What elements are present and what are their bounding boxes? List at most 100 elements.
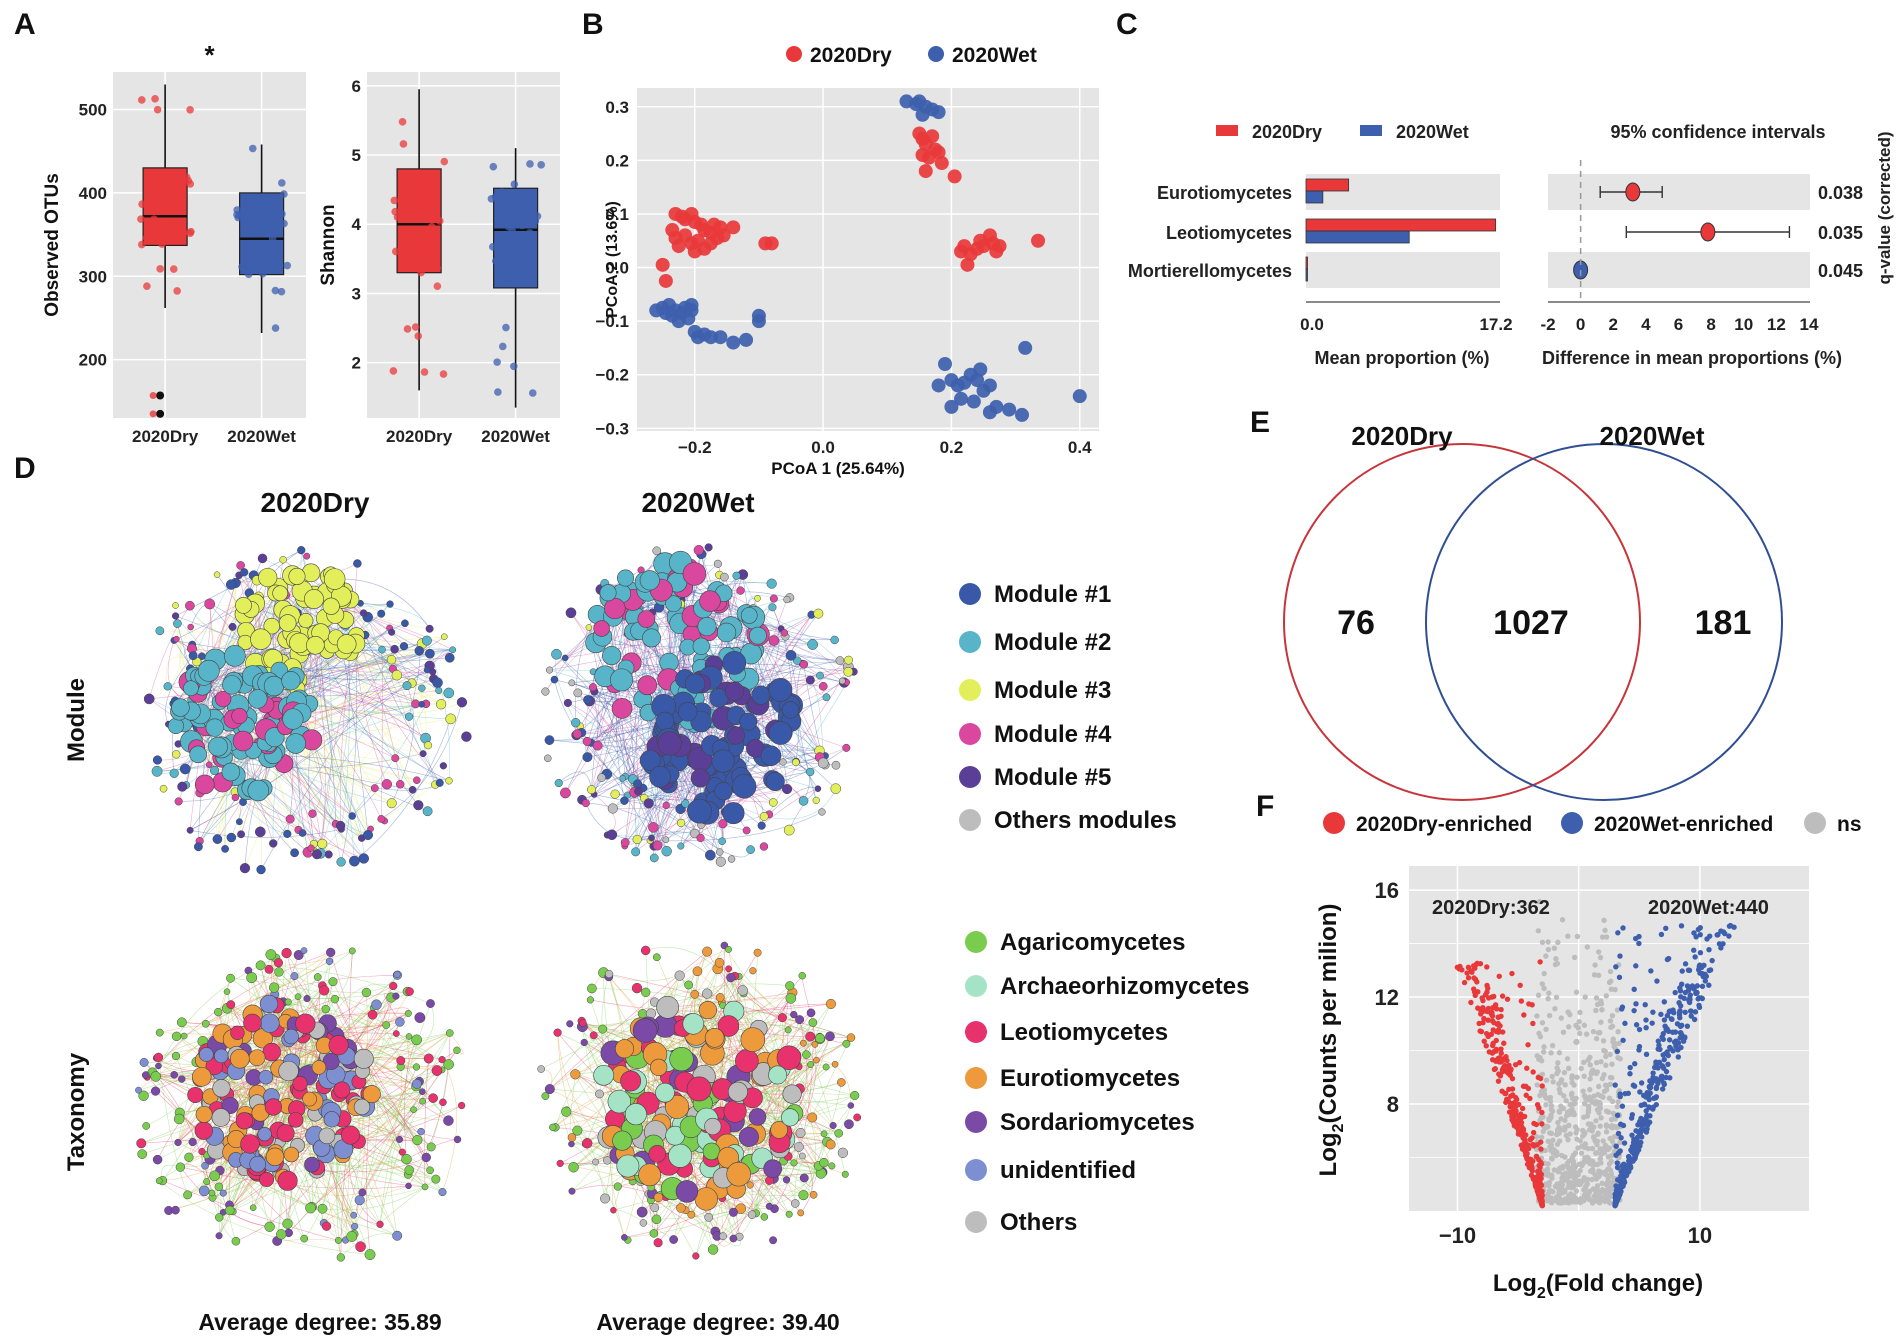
volcano-point bbox=[1585, 1145, 1591, 1152]
network-edge bbox=[165, 656, 197, 687]
volcano-point bbox=[1543, 1026, 1549, 1032]
sample-point bbox=[498, 342, 507, 351]
legend-label: Archaeorhizomycetes bbox=[1000, 973, 1249, 1000]
network-edge bbox=[577, 692, 667, 852]
network-node bbox=[551, 648, 562, 660]
sample-point bbox=[417, 268, 425, 277]
network-edge bbox=[260, 965, 313, 1208]
network-node bbox=[687, 798, 712, 824]
sample-point bbox=[247, 246, 255, 254]
network-node bbox=[765, 1202, 773, 1210]
sample-point bbox=[268, 234, 277, 243]
ci-point bbox=[1625, 182, 1641, 202]
network-node bbox=[155, 1177, 163, 1185]
category-label: Mortierellomycetes bbox=[1128, 261, 1292, 281]
network-node bbox=[729, 1234, 738, 1243]
network-edge bbox=[188, 1035, 303, 1158]
data-point bbox=[658, 273, 673, 288]
volcano-point bbox=[1567, 1181, 1574, 1188]
network-node bbox=[453, 1135, 462, 1144]
network-node bbox=[769, 1236, 778, 1245]
network-edge bbox=[631, 662, 824, 687]
network-node bbox=[439, 1098, 447, 1107]
network-node bbox=[354, 1195, 365, 1206]
network-node bbox=[221, 1096, 239, 1115]
network-node bbox=[719, 1232, 727, 1241]
network-node bbox=[298, 829, 307, 837]
network-node bbox=[386, 600, 394, 608]
data-point bbox=[655, 257, 670, 272]
network-node bbox=[258, 567, 278, 588]
volcano-point bbox=[1559, 917, 1566, 923]
network-node bbox=[177, 781, 188, 792]
volcano-point bbox=[1575, 1181, 1581, 1188]
volcano-point bbox=[1548, 1106, 1554, 1113]
network-node bbox=[847, 1102, 855, 1109]
data-point bbox=[1015, 407, 1029, 422]
network-node bbox=[807, 1061, 814, 1068]
network-node bbox=[720, 572, 729, 582]
network-node bbox=[544, 735, 555, 745]
network-node bbox=[201, 1161, 209, 1170]
venn-count-only-wet: 181 bbox=[1695, 604, 1752, 642]
network-node bbox=[765, 772, 785, 792]
network-edge bbox=[282, 609, 427, 705]
volcano-point bbox=[1468, 999, 1474, 1006]
volcano-point bbox=[1522, 1137, 1528, 1143]
x-tick-label: 12 bbox=[1767, 315, 1786, 334]
network-node bbox=[313, 973, 322, 981]
data-point bbox=[726, 220, 741, 235]
network-edge bbox=[320, 632, 369, 836]
volcano-point bbox=[1558, 1015, 1565, 1021]
network-node bbox=[781, 1108, 800, 1127]
network-node bbox=[779, 758, 787, 766]
legend-label: 2020Wet bbox=[952, 44, 1037, 67]
q-value: 0.035 bbox=[1818, 223, 1863, 243]
volcano-point bbox=[1612, 1082, 1618, 1088]
network-node bbox=[292, 1076, 308, 1092]
network-node bbox=[413, 800, 424, 811]
sample-point bbox=[277, 287, 286, 296]
network-node bbox=[639, 1219, 648, 1227]
sample-point bbox=[173, 287, 181, 295]
network-node bbox=[401, 1153, 412, 1165]
volcano-point bbox=[1484, 964, 1490, 970]
network-edge bbox=[355, 1107, 398, 1236]
volcano-point bbox=[1593, 1118, 1599, 1124]
network-node bbox=[790, 1159, 798, 1167]
venn-set-label: 2020Wet bbox=[1599, 421, 1704, 451]
panel-letter-b: B bbox=[582, 8, 604, 41]
network-node bbox=[707, 1244, 719, 1255]
y-tick-label: 200 bbox=[79, 351, 107, 370]
sample-point bbox=[502, 323, 510, 332]
volcano-point bbox=[1564, 1056, 1571, 1062]
network-node bbox=[818, 681, 828, 691]
network-node bbox=[153, 1052, 164, 1062]
volcano-point bbox=[1534, 1053, 1540, 1059]
network-node bbox=[308, 809, 317, 818]
network-node bbox=[136, 1138, 147, 1149]
network-node bbox=[604, 597, 626, 620]
legend-label: Others modules bbox=[994, 807, 1177, 834]
x-tick-label: 0.2 bbox=[940, 438, 964, 457]
network-node bbox=[391, 669, 403, 681]
volcano-point bbox=[1565, 1065, 1572, 1072]
volcano-point bbox=[1567, 1111, 1574, 1117]
network-node bbox=[665, 595, 682, 613]
network-node bbox=[273, 958, 283, 968]
network-node bbox=[265, 1147, 285, 1167]
network-node bbox=[180, 1032, 188, 1040]
volcano-point bbox=[1561, 1127, 1568, 1133]
network-node bbox=[736, 586, 745, 595]
network-node bbox=[444, 652, 455, 663]
volcano-point bbox=[1551, 1167, 1558, 1173]
network-node bbox=[171, 1051, 181, 1061]
network-node bbox=[652, 840, 663, 851]
volcano-point bbox=[1600, 1038, 1607, 1044]
network-edge bbox=[441, 1059, 458, 1193]
network-edge bbox=[180, 1166, 270, 1228]
network-node bbox=[631, 982, 643, 994]
network-node bbox=[386, 655, 397, 665]
